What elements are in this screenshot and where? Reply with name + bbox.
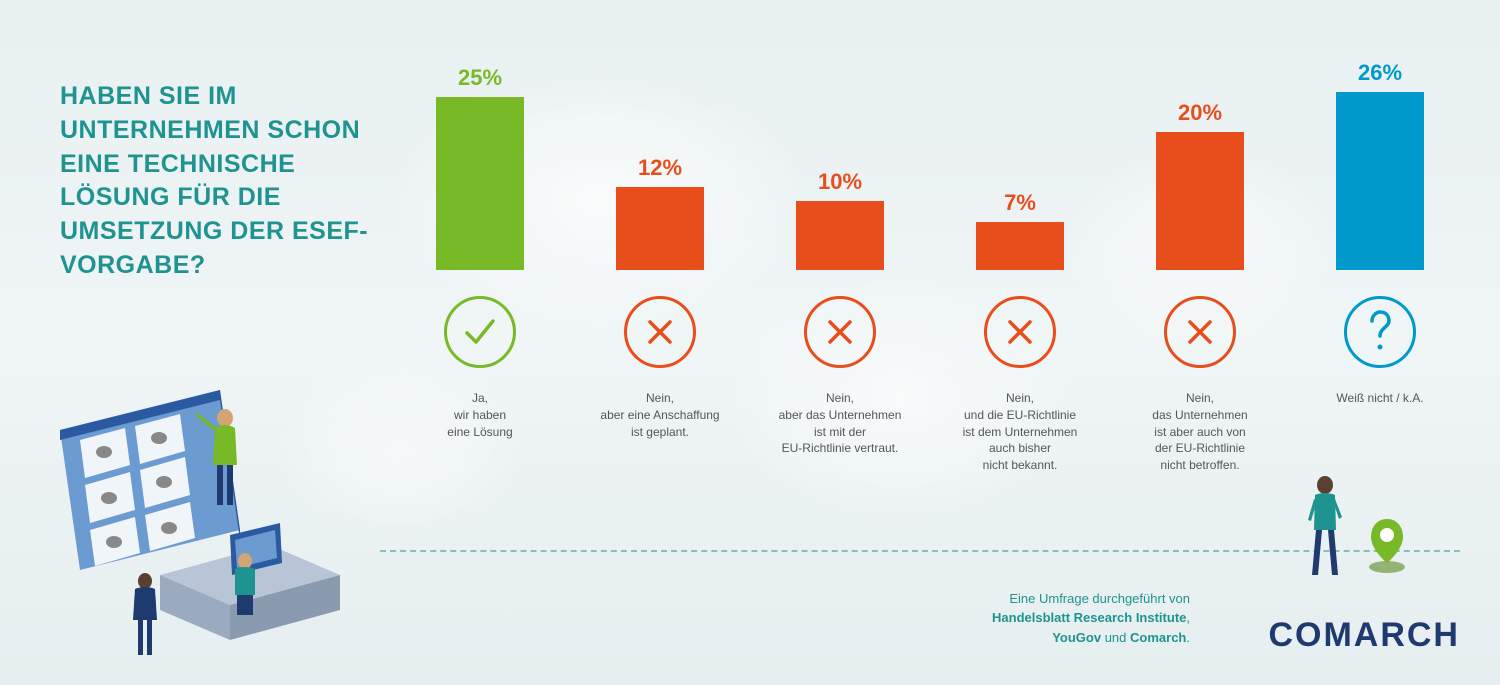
bar-value: 26% — [1358, 60, 1402, 86]
bar — [616, 187, 704, 270]
bar — [436, 97, 524, 270]
bar — [1156, 132, 1244, 270]
chart-column: 26% Weiß nicht / k.A. — [1300, 60, 1460, 474]
team-board-illustration — [40, 380, 360, 660]
survey-credits: Eine Umfrage durchgeführt von Handelsbla… — [992, 589, 1190, 648]
location-pin-icon — [1365, 515, 1410, 575]
chart-column: 25% Ja,wir habeneine Lösung — [400, 60, 560, 474]
chart-column: 12% Nein,aber eine Anschaffungist geplant… — [580, 60, 740, 474]
bar-value: 25% — [458, 65, 502, 91]
bar-label: Weiß nicht / k.A. — [1300, 390, 1460, 407]
bar-value: 7% — [1004, 190, 1036, 216]
bar — [976, 222, 1064, 270]
cross-icon — [984, 296, 1056, 368]
dashed-divider — [380, 550, 1460, 552]
credits-line1: Eine Umfrage durchgeführt von — [992, 589, 1190, 609]
chart-column: 7% Nein,und die EU-Richtlinieist dem Unte… — [940, 60, 1100, 474]
bar-label: Nein,aber das Unternehmenist mit derEU-R… — [760, 390, 920, 457]
survey-title: HABEN SIE IM UNTERNEHMEN SCHON EINE TECH… — [60, 80, 370, 283]
bar-label: Ja,wir habeneine Lösung — [400, 390, 560, 440]
check-icon — [444, 296, 516, 368]
bar-value: 12% — [638, 155, 682, 181]
credits-line3: YouGov und Comarch. — [992, 628, 1190, 648]
question-icon — [1344, 296, 1416, 368]
bar-label: Nein,das Unternehmenist aber auch vonder… — [1120, 390, 1280, 474]
bar-value: 20% — [1178, 100, 1222, 126]
comarch-logo: COMARCH — [1268, 616, 1460, 655]
cross-icon — [624, 296, 696, 368]
bar-label: Nein,aber eine Anschaffungist geplant. — [580, 390, 740, 440]
credits-line2: Handelsblatt Research Institute, — [992, 608, 1190, 628]
cross-icon — [1164, 296, 1236, 368]
bar-label: Nein,und die EU-Richtlinieist dem Untern… — [940, 390, 1100, 474]
walking-person-illustration — [1300, 475, 1350, 585]
bar-value: 10% — [818, 169, 862, 195]
chart-column: 10% Nein,aber das Unternehmenist mit derE… — [760, 60, 920, 474]
bar — [796, 201, 884, 270]
chart-column: 20% Nein,das Unternehmenist aber auch von… — [1120, 60, 1280, 474]
bar — [1336, 92, 1424, 270]
bar-chart: 25% Ja,wir habeneine Lösung 12% Nein,aber e… — [400, 60, 1460, 474]
cross-icon — [804, 296, 876, 368]
